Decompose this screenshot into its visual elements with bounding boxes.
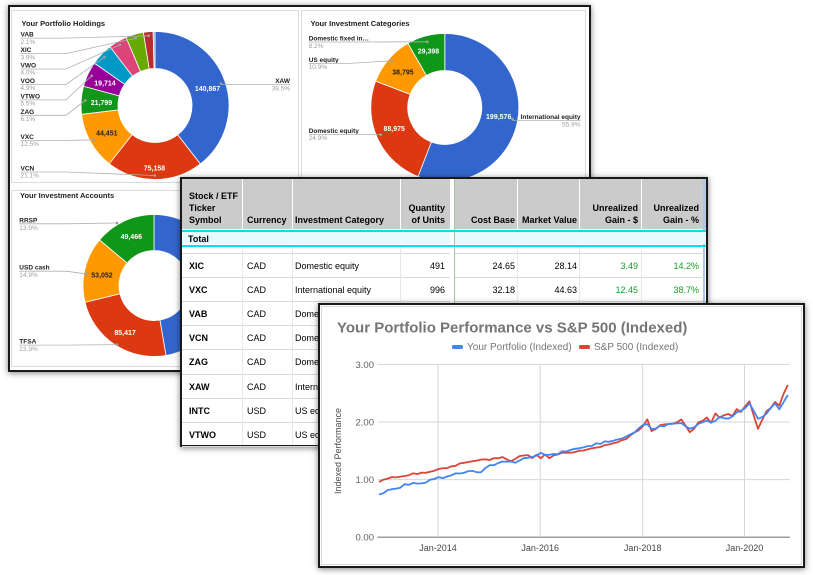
svg-text:Indexed Performance: Indexed Performance	[333, 408, 343, 494]
svg-text:Your Investment Categories: Your Investment Categories	[311, 19, 410, 28]
svg-text:ZAG: ZAG	[21, 109, 35, 116]
svg-text:S&P 500 (Indexed): S&P 500 (Indexed)	[594, 342, 678, 353]
svg-text:75,158: 75,158	[144, 165, 166, 172]
svg-text:2.1%: 2.1%	[21, 39, 36, 46]
svg-text:2.00: 2.00	[356, 418, 375, 429]
svg-text:US equity: US equity	[309, 57, 339, 64]
svg-text:VOO: VOO	[21, 78, 35, 85]
svg-text:Domestic equity: Domestic equity	[309, 128, 360, 135]
svg-text:VCN: VCN	[21, 166, 35, 173]
svg-text:38,795: 38,795	[392, 70, 414, 77]
svg-text:VWO: VWO	[21, 63, 37, 70]
svg-text:Domestic fixed in…: Domestic fixed in…	[309, 36, 369, 43]
svg-text:13.9%: 13.9%	[19, 225, 38, 232]
svg-text:Your Investment Accounts: Your Investment Accounts	[20, 191, 114, 200]
svg-text:6.1%: 6.1%	[21, 116, 36, 123]
svg-text:3.9%: 3.9%	[21, 54, 36, 61]
svg-text:International equity: International equity	[521, 114, 581, 121]
svg-text:Jan-2018: Jan-2018	[624, 543, 662, 553]
svg-text:Jan-2016: Jan-2016	[521, 543, 559, 553]
svg-text:XAW: XAW	[275, 78, 291, 85]
svg-text:VAB: VAB	[21, 32, 35, 39]
svg-text:19,714: 19,714	[94, 81, 116, 88]
svg-text:4.0%: 4.0%	[21, 70, 36, 77]
svg-text:23.9%: 23.9%	[19, 346, 38, 353]
svg-text:XIC: XIC	[21, 47, 32, 54]
svg-text:0.00: 0.00	[356, 533, 375, 544]
svg-text:USD cash: USD cash	[19, 265, 49, 272]
svg-text:Jan-2014: Jan-2014	[419, 543, 457, 553]
svg-text:TFSA: TFSA	[19, 339, 36, 346]
svg-text:24.9%: 24.9%	[309, 135, 328, 142]
svg-text:12.5%: 12.5%	[21, 141, 40, 148]
svg-text:199,576: 199,576	[486, 114, 511, 121]
svg-text:1.00: 1.00	[356, 475, 375, 486]
svg-text:Jan-2020: Jan-2020	[726, 543, 764, 553]
svg-text:44,451: 44,451	[96, 131, 118, 138]
svg-text:3.00: 3.00	[356, 360, 375, 371]
svg-text:Your Portfolio (Indexed): Your Portfolio (Indexed)	[467, 342, 572, 353]
svg-text:14.9%: 14.9%	[19, 272, 38, 279]
svg-text:21.1%: 21.1%	[21, 173, 40, 180]
svg-text:Your Portfolio Performance vs: Your Portfolio Performance vs S&P 500 (I…	[337, 320, 687, 337]
svg-text:VTWO: VTWO	[21, 93, 41, 100]
svg-text:140,867: 140,867	[195, 86, 220, 93]
svg-text:88,975: 88,975	[383, 126, 405, 133]
svg-text:49,466: 49,466	[121, 234, 143, 241]
svg-text:53,052: 53,052	[91, 272, 113, 279]
svg-text:Your Portfolio Holdings: Your Portfolio Holdings	[22, 19, 106, 28]
svg-text:55.9%: 55.9%	[562, 121, 581, 128]
svg-text:8.2%: 8.2%	[309, 43, 324, 50]
svg-text:4.9%: 4.9%	[21, 85, 36, 92]
svg-text:39.5%: 39.5%	[272, 85, 291, 92]
svg-text:5.5%: 5.5%	[21, 101, 36, 108]
svg-text:10.9%: 10.9%	[309, 64, 328, 71]
svg-text:21,799: 21,799	[91, 100, 113, 107]
svg-text:VXC: VXC	[21, 134, 35, 141]
svg-text:85,417: 85,417	[114, 330, 136, 337]
svg-text:RRSP: RRSP	[19, 217, 38, 224]
svg-text:29,398: 29,398	[418, 49, 440, 56]
